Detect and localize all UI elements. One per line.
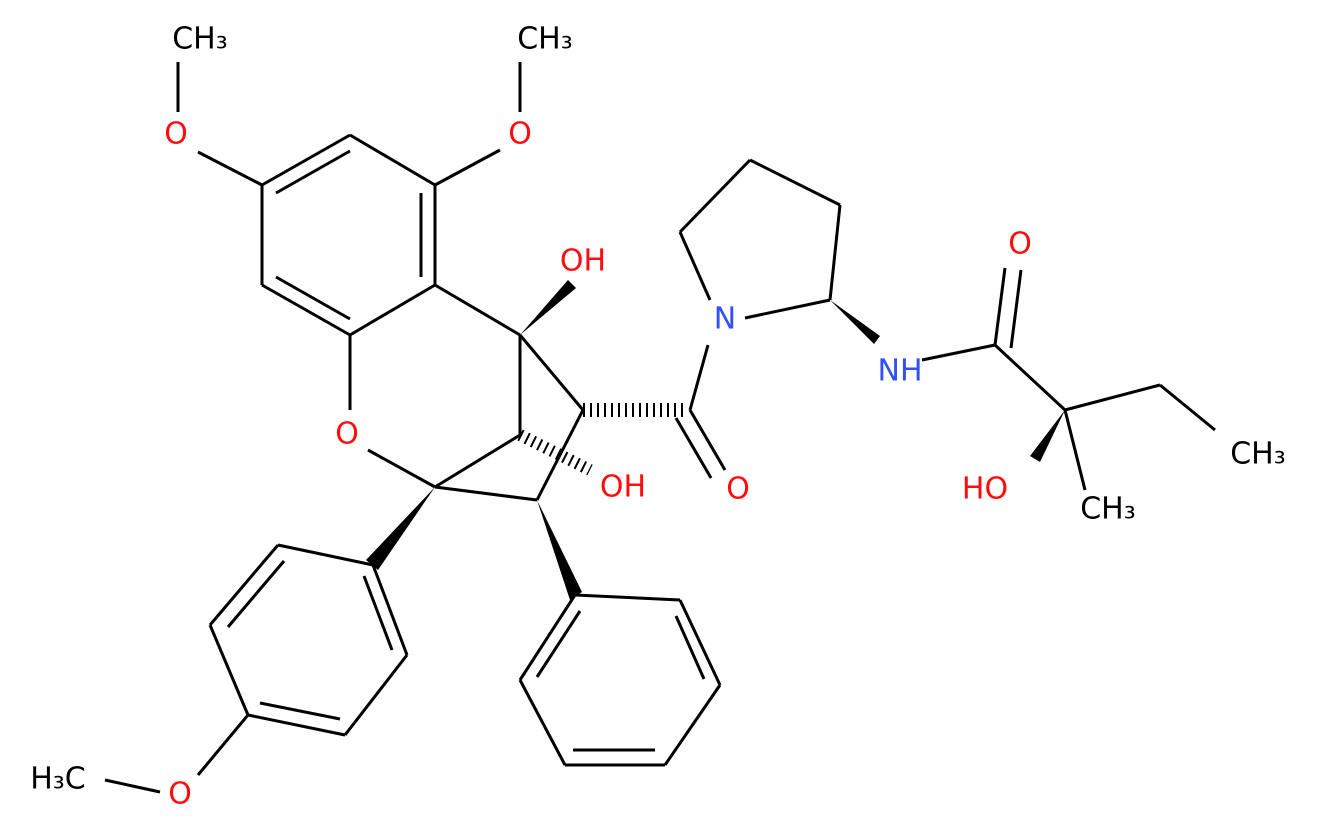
atom-label: O [168,777,192,812]
atom-labels: CH₃ CH₃ O O OH O OH O N NH O HO CH₃ CH₃ … [30,22,1286,812]
atom-label: OH [600,470,646,505]
atom-label: O [335,417,359,452]
atom-label: O [164,117,188,152]
bonds [104,62,1216,794]
atom-label: CH₃ [172,22,228,57]
atom-label: CH₃ [1230,437,1286,472]
atom-label: NH [878,354,923,389]
atom-label: OH [560,244,606,279]
atom-label: CH₃ [1080,492,1136,527]
atom-label: CH₃ [517,22,573,57]
atom-label: H₃C [30,762,86,797]
stereo-bonds [366,280,1065,600]
atom-label: O [1008,227,1032,262]
atom-label: HO [962,472,1008,507]
atom-label: O [726,472,750,507]
atom-label: N [714,302,736,337]
atom-label: O [508,117,532,152]
